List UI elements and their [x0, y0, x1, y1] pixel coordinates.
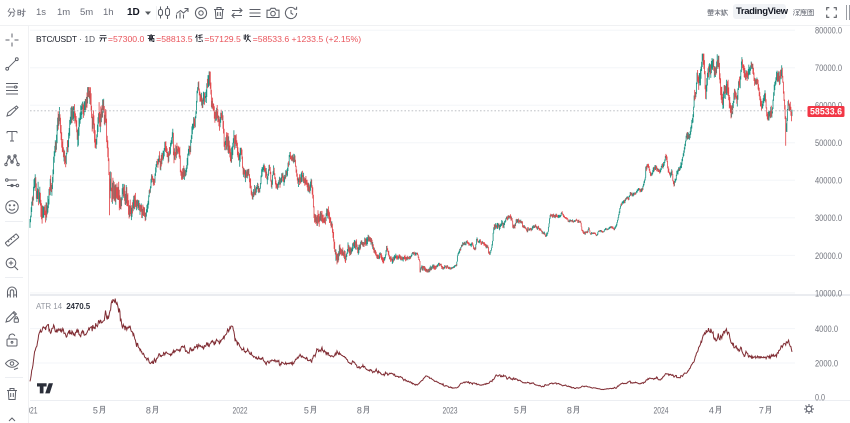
svg-text:58533.6: 58533.6	[810, 107, 842, 118]
svg-text:0.0: 0.0	[815, 392, 825, 402]
svg-text:7: 7	[759, 406, 764, 416]
svg-text:40000.0: 40000.0	[815, 176, 842, 186]
svg-text:4000.0: 4000.0	[815, 324, 838, 334]
svg-text:8: 8	[146, 406, 151, 416]
svg-text:2024: 2024	[654, 406, 669, 416]
svg-text:10000.0: 10000.0	[815, 288, 842, 298]
svg-text:8: 8	[567, 406, 572, 416]
svg-text:60000.0: 60000.0	[815, 101, 842, 111]
svg-text:4: 4	[709, 406, 714, 416]
svg-text:80000.0: 80000.0	[815, 26, 842, 36]
svg-text:2000.0: 2000.0	[815, 358, 838, 368]
svg-text:5: 5	[304, 406, 309, 416]
svg-text:2022: 2022	[233, 406, 248, 416]
svg-text:8: 8	[357, 406, 362, 416]
svg-text:2021: 2021	[23, 406, 38, 416]
svg-text:50000.0: 50000.0	[815, 138, 842, 148]
svg-text:20000.0: 20000.0	[815, 251, 842, 261]
svg-text:5: 5	[93, 406, 98, 416]
svg-text:30000.0: 30000.0	[815, 213, 842, 223]
svg-text:2023: 2023	[443, 406, 458, 416]
svg-text:70000.0: 70000.0	[815, 63, 842, 73]
svg-text:5: 5	[514, 406, 519, 416]
